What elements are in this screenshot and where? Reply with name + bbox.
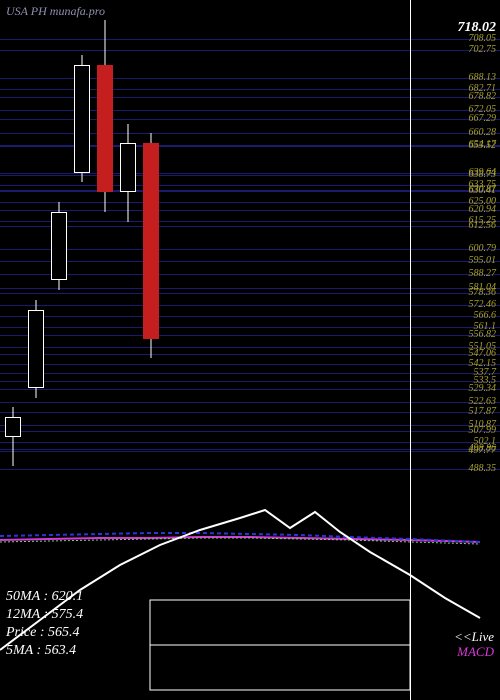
stock-chart: USA PH munafa.pro 708.05702.75688.13682.… <box>0 0 500 700</box>
legend-line: 12MA : 575.4 <box>6 606 83 624</box>
price-label: 507.99 <box>469 426 497 436</box>
price-label: 529.34 <box>469 384 497 394</box>
price-label: 588.27 <box>469 269 497 279</box>
price-label: 600.79 <box>469 244 497 254</box>
macd-label: MACD <box>457 644 494 660</box>
price-label: 517.87 <box>469 407 497 417</box>
price-label: 653.52 <box>469 141 497 151</box>
price-axis-labels: 708.05702.75688.13682.71678.82672.05667.… <box>441 20 496 470</box>
vertical-cursor <box>410 0 411 700</box>
price-label: 556.82 <box>469 330 497 340</box>
price-label: 630.41 <box>469 186 497 196</box>
price-label: 488.35 <box>469 464 497 474</box>
price-label: 595.01 <box>469 256 497 266</box>
price-label: 497.77 <box>469 446 497 456</box>
price-panel: 708.05702.75688.13682.71678.82672.05667.… <box>0 20 500 470</box>
price-label: 578.36 <box>469 288 497 298</box>
indicator-panel: 50MA : 620.112MA : 575.4Price : 565.45MA… <box>0 470 500 700</box>
legend-line: Price : 565.4 <box>6 624 83 642</box>
price-label: 566.6 <box>474 311 497 321</box>
ma-legend: 50MA : 620.112MA : 575.4Price : 565.45MA… <box>6 588 83 660</box>
legend-line: 5MA : 563.4 <box>6 642 83 660</box>
legend-line: 50MA : 620.1 <box>6 588 83 606</box>
price-label: 620.94 <box>469 205 497 215</box>
live-label: <<Live <box>454 629 494 645</box>
price-label: 660.28 <box>469 128 497 138</box>
watermark: USA PH munafa.pro <box>6 4 105 19</box>
price-label: 572.46 <box>469 300 497 310</box>
price-axis-top-label: 718.02 <box>458 20 497 36</box>
price-label: 688.13 <box>469 73 497 83</box>
price-label: 702.75 <box>469 45 497 55</box>
indicator-svg <box>0 470 500 700</box>
candlestick-series <box>0 20 440 470</box>
price-label: 667.29 <box>469 114 497 124</box>
watermark-text: USA PH munafa.pro <box>6 4 105 18</box>
price-label: 612.56 <box>469 221 497 231</box>
price-label: 678.82 <box>469 92 497 102</box>
